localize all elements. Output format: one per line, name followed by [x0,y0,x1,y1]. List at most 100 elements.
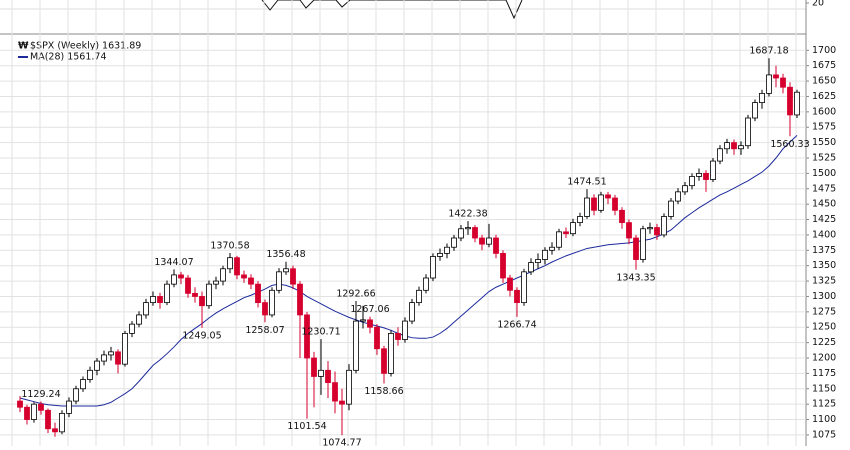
candle-body [346,369,352,405]
candle-body [325,369,331,384]
legend-title: $SPX (Weekly) 1631.89 [30,41,141,52]
candle-body [164,283,170,304]
candle-body [283,268,289,273]
candle-body [731,142,737,150]
candle-body [514,289,520,304]
low-label: 1343.35 [616,272,655,283]
candle-body [773,74,779,79]
y-tick-label: 1525 [812,153,836,164]
candle-body [542,249,548,260]
y-tick-label: 1600 [812,106,836,117]
candle-body [311,357,317,377]
candle-body [479,237,485,245]
candle-body [367,319,373,328]
y-tick-label: 1700 [812,45,836,56]
candle-body [766,74,772,94]
candle-body [80,379,86,390]
candle-body [171,274,177,285]
candle-body [339,400,345,405]
candle-body [192,292,198,297]
candle-body [276,271,282,291]
candle-body [661,216,667,236]
top-tick-label: 20 [812,0,824,9]
low-label: 1074.77 [322,438,361,446]
candle-body [269,289,275,316]
candle-body [24,406,30,420]
low-label: 1101.54 [287,421,326,432]
y-tick-label: 1550 [812,137,836,148]
high-label: 1344.07 [154,257,193,268]
y-tick-label: 1075 [812,429,836,440]
candle-body [780,77,786,88]
candle-body [759,92,765,104]
candle-body [668,200,674,217]
candle-body [185,277,191,294]
candle-body [227,257,233,270]
candle-body [423,277,429,291]
high-label: 1267.06 [350,304,389,315]
y-tick-label: 1275 [812,306,836,317]
high-label: 1129.24 [21,389,60,400]
candle-body [584,197,590,217]
y-tick-label: 1425 [812,214,836,225]
candle-body [794,91,800,116]
candle-body [647,227,653,230]
candle-body [297,283,303,316]
candle-body [556,231,562,248]
candle-body [360,319,366,322]
candle-body [577,216,583,224]
candle-body [248,277,254,285]
high-label: 1292.66 [336,288,375,299]
candle-body [430,256,436,279]
candle-body [255,283,261,304]
candle-body [444,246,450,254]
candle-body [206,283,212,307]
candle-body [213,280,219,285]
candle-body [409,302,415,322]
candle-body [633,237,639,260]
y-tick-label: 1175 [812,368,836,379]
y-tick-label: 1150 [812,383,836,394]
candle-body [402,320,408,340]
candle-body [640,228,646,260]
candle-body [332,382,338,402]
candle-body [570,222,576,235]
candle-body [472,227,478,239]
low-label: 1158.66 [364,386,403,397]
candle-body [234,257,240,276]
y-tick-label: 1250 [812,322,836,333]
high-label: 1370.58 [210,241,249,252]
candle-body [45,409,51,430]
candle-body [598,194,604,211]
candle-body [675,191,681,202]
candle-body [465,227,471,230]
candle-body [696,172,702,177]
candle-body [374,326,380,350]
candle-body [17,400,23,408]
y-tick-label: 1675 [812,60,836,71]
high-label: 1687.18 [749,46,788,57]
candle-body [710,160,716,180]
y-tick-label: 1475 [812,183,836,194]
candle-body [94,360,100,371]
low-label: 1258.07 [245,325,284,336]
y-tick-label: 1200 [812,353,836,364]
candle-body [626,222,632,239]
candle-body [605,194,611,199]
candle-body [591,197,597,211]
candle-body [500,252,506,279]
low-label: 1249.05 [182,330,221,341]
candle-body [451,237,457,248]
candle-body [241,274,247,279]
candle-body [31,403,37,420]
candle-body [388,332,394,374]
y-tick-label: 1375 [812,245,836,256]
candle-body [507,277,513,291]
candle-body [262,302,268,316]
candle-body [318,369,324,377]
y-tick-label: 1350 [812,260,836,271]
candle-body [52,428,58,433]
candle-body [437,252,443,257]
ma-line [19,135,798,407]
